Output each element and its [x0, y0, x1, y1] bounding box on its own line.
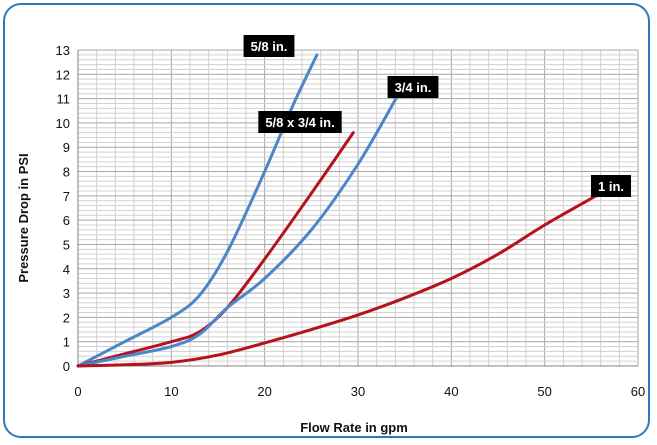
- y-tick-label: 5: [63, 237, 70, 252]
- y-tick-label: 9: [63, 140, 70, 155]
- x-tick-label: 50: [537, 384, 551, 399]
- y-tick-label: 11: [57, 92, 71, 107]
- x-tick-label: 30: [351, 384, 365, 399]
- y-tick-label: 6: [63, 213, 70, 228]
- series-label: 3/4 in.: [387, 76, 439, 98]
- series-label-bg: [258, 111, 342, 133]
- x-tick-label: 10: [164, 384, 178, 399]
- y-tick-label: 3: [63, 286, 70, 301]
- y-tick-label: 12: [56, 67, 70, 82]
- y-tick-label: 7: [63, 189, 70, 204]
- series-label-text: 5/8 x 3/4 in.: [265, 115, 334, 130]
- x-tick-label: 20: [257, 384, 271, 399]
- series-label: 5/8 x 3/4 in.: [258, 111, 342, 133]
- y-tick-label: 2: [63, 310, 70, 325]
- x-tick-label: 60: [631, 384, 645, 399]
- y-tick-label: 1: [63, 335, 70, 350]
- y-tick-label: 0: [63, 359, 70, 374]
- series-labels: 5/8 in. 5/8 x 3/4 in. 3/4 in. 1 in.: [243, 35, 632, 197]
- y-axis-title: Pressure Drop in PSI: [16, 153, 31, 282]
- x-tick-label: 40: [444, 384, 458, 399]
- series-label: 5/8 in.: [243, 35, 295, 57]
- series-label-text: 1 in.: [598, 179, 624, 194]
- series-label-text: 3/4 in.: [395, 80, 432, 95]
- series-label-bg: [243, 35, 295, 57]
- series-label: 1 in.: [590, 175, 632, 197]
- series-line: [76, 194, 598, 368]
- y-tick-label: 4: [63, 262, 70, 277]
- series-label-text: 5/8 in.: [251, 39, 288, 54]
- x-tick-label: 0: [74, 384, 81, 399]
- y-tick-label: 8: [63, 165, 70, 180]
- x-axis-title: Flow Rate in gpm: [300, 420, 408, 435]
- series-line: [76, 89, 402, 368]
- series-label-bg: [387, 76, 439, 98]
- y-tick-label: 13: [56, 43, 70, 58]
- y-tick-label: 10: [56, 116, 70, 131]
- series-label-bg: [590, 175, 632, 197]
